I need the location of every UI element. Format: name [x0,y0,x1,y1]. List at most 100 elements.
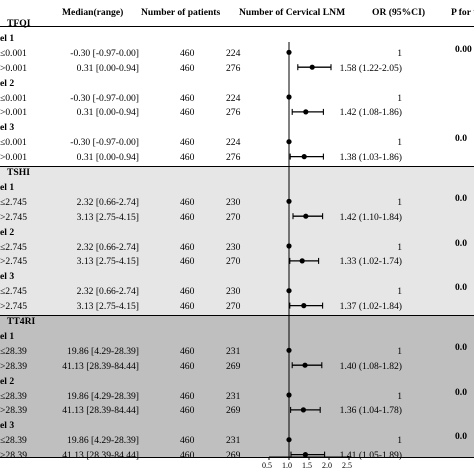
lnm-count: 270 [226,301,241,313]
patient-count: 460 [180,92,195,104]
odds-ratio-text: 1 [397,345,402,357]
lnm-count: 276 [226,62,241,74]
lnm-count: 224 [226,92,241,104]
odds-ratio-text: 1.37 (1.02-1.84) [339,301,402,313]
patient-count: 460 [180,301,195,313]
patient-count: 460 [180,107,195,119]
odds-ratio-text: 1.42 (1.10-1.84) [339,211,402,223]
patient-count: 460 [180,435,195,447]
category-label: >0.001 [0,152,27,164]
patient-count: 460 [180,241,195,253]
category-label: ≤0.001 [0,137,27,149]
patient-count: 460 [180,450,195,462]
median-range: 2.32 [0.66-2.74] [76,196,139,208]
category-label: ≤28.39 [0,345,27,357]
lnm-count: 276 [226,107,241,119]
lnm-count: 230 [226,241,241,253]
x-tick-label: 2.0 [322,461,332,470]
lnm-count: 230 [226,196,241,208]
header-or: OR (95%CI) [372,7,426,18]
group-background-tt4ri [0,315,474,457]
odds-ratio-text: 1 [397,286,402,298]
lnm-count: 231 [226,345,241,357]
table-rule [0,457,474,458]
odds-ratio-point [303,109,309,115]
odds-ratio-point [299,258,305,264]
patient-count: 460 [180,152,195,164]
median-range: 0.31 [0.00-0.94] [76,62,139,74]
patient-count: 460 [180,286,195,298]
category-label: >28.39 [0,405,27,417]
median-range: 3.13 [2.75-4.15] [76,256,139,268]
group-label-tfqi: TFQI [7,18,31,29]
odds-ratio-text: 1 [397,92,402,104]
header-median: Median(range) [62,7,124,18]
odds-ratio-text: 1 [397,137,402,149]
odds-ratio-text: 1 [397,47,402,59]
category-label: >28.39 [0,360,27,372]
odds-ratio-point [301,303,307,309]
category-label: >0.001 [0,62,27,74]
median-range: -0.30 [-0.97-0.00] [70,47,139,59]
patient-count: 460 [180,62,195,74]
p-value: 0.00 [455,44,472,56]
patient-count: 460 [180,196,195,208]
model-label: el 1 [0,32,15,44]
category-label: >2.745 [0,301,27,313]
odds-ratio-point [301,154,307,160]
patient-count: 460 [180,390,195,402]
model-label: el 3 [0,271,15,283]
group-divider [0,166,474,167]
median-range: 41.13 [28.39-84.44] [62,405,139,417]
p-value: 0.0 [455,342,467,354]
median-range: 41.13 [28.39-84.44] [62,360,139,372]
lnm-count: 231 [226,435,241,447]
odds-ratio-text: 1 [397,435,402,447]
p-value: 0.0 [455,431,467,443]
group-background-tfqi [0,26,474,166]
group-divider [0,315,474,316]
category-label: >28.39 [0,450,27,462]
odds-ratio-point [302,452,308,458]
model-label: el 3 [0,122,15,134]
model-label: el 1 [0,330,15,342]
lnm-count: 269 [226,450,241,462]
header-lnm: Number of Cervical LNM [239,7,346,18]
odds-ratio-text: 1 [397,390,402,402]
header-patients: Number of patients [141,7,221,18]
model-label: el 2 [0,77,15,89]
median-range: 2.32 [0.66-2.74] [76,286,139,298]
lnm-count: 224 [226,137,241,149]
p-value: 0.0 [455,133,467,145]
median-range: 3.13 [2.75-4.15] [76,211,139,223]
p-value: 0.0 [455,282,467,294]
table-rule [0,26,474,27]
category-label: ≤2.745 [0,196,27,208]
patient-count: 460 [180,345,195,357]
odds-ratio-text: 1.42 (1.08-1.86) [339,107,402,119]
median-range: 3.13 [2.75-4.15] [76,301,139,313]
category-label: ≤2.745 [0,241,27,253]
odds-ratio-text: 1.41 (1.05-1.89) [339,450,402,462]
lnm-count: 230 [226,286,241,298]
odds-ratio-text: 1.38 (1.03-1.86) [339,152,402,164]
x-tick-label: 0.5 [262,461,272,470]
category-label: ≤28.39 [0,390,27,402]
category-label: ≤2.745 [0,286,27,298]
p-value: 0.0 [455,193,467,205]
header-p: P for tr [451,7,474,18]
lnm-count: 269 [226,360,241,372]
x-tick-label: 2.5 [342,461,352,470]
median-range: 19.86 [4.29-28.39] [67,390,139,402]
patient-count: 460 [180,405,195,417]
odds-ratio-point [303,213,309,219]
model-label: el 1 [0,181,15,193]
group-background-tshi [0,166,474,315]
odds-ratio-point [302,362,308,368]
lnm-count: 231 [226,390,241,402]
median-range: -0.30 [-0.97-0.00] [70,92,139,104]
model-label: el 2 [0,375,15,387]
p-value: 0.0 [455,237,467,249]
